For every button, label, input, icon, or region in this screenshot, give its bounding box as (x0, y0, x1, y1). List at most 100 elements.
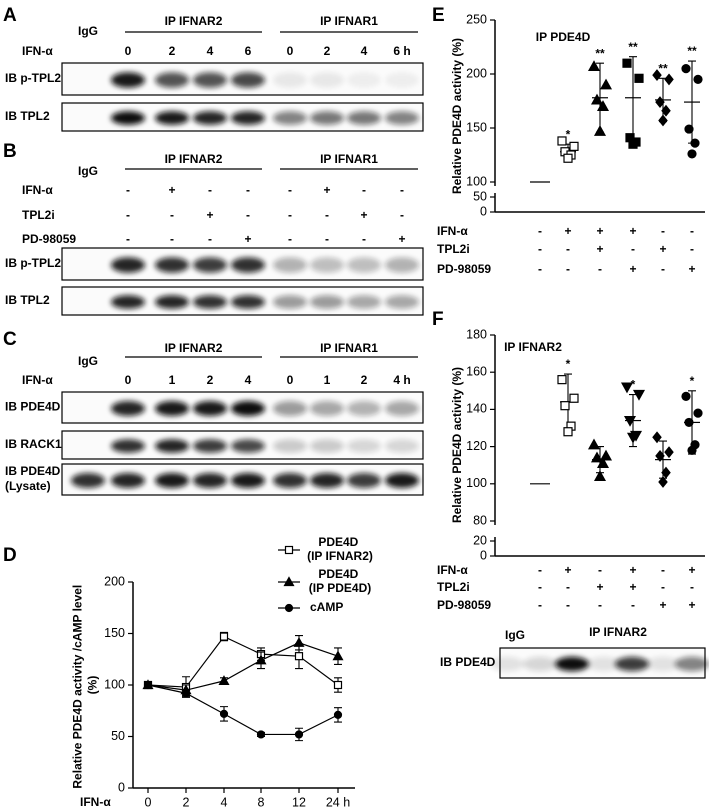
band (111, 295, 145, 309)
marker (684, 417, 694, 428)
marker (599, 78, 613, 90)
blot-row-label: IB PDE4D (440, 655, 496, 669)
band (273, 473, 307, 488)
band (385, 439, 419, 453)
condition-sign: - (538, 563, 542, 577)
legend-marker (284, 603, 294, 613)
marker (634, 73, 644, 83)
marker (219, 632, 229, 641)
condition-sign: - (661, 224, 665, 238)
marker (333, 710, 343, 719)
marker (593, 470, 607, 481)
condition-label: TPL2i (22, 208, 55, 222)
y-tick-label: 250 (466, 12, 487, 26)
condition-sign: - (362, 183, 366, 197)
condition-sign: - (538, 224, 542, 238)
band (193, 72, 227, 88)
band (347, 257, 381, 273)
marker (590, 93, 604, 105)
band (111, 439, 145, 453)
band (231, 111, 265, 125)
condition-sign: - (362, 232, 366, 246)
marker (563, 427, 573, 437)
marker (218, 675, 230, 685)
condition-sign: + (323, 183, 330, 197)
band (347, 295, 381, 309)
marker (626, 432, 640, 444)
condition-sign: - (566, 580, 570, 594)
y-tick-label: 50 (473, 189, 487, 203)
lane-label: 0 (287, 44, 294, 58)
condition-sign: + (398, 232, 405, 246)
band (155, 295, 189, 309)
condition-sign: - (631, 598, 635, 612)
legend-label: PDE4D (IP IFNAR2) (307, 535, 373, 563)
band (310, 473, 344, 488)
y-tick-label: 200 (466, 66, 487, 80)
blot-row-label: IB PDE4D (5, 400, 61, 414)
significance: ** (595, 46, 605, 60)
band (155, 439, 189, 453)
condition-sign: + (564, 563, 571, 577)
marker (658, 114, 668, 127)
condition-sign: - (566, 242, 570, 256)
band (193, 439, 227, 453)
band (231, 401, 265, 416)
control-label: IgG (78, 24, 98, 38)
condition-label: PD-98059 (22, 232, 76, 246)
condition-sign: - (170, 232, 174, 246)
marker (143, 680, 153, 690)
band (155, 111, 189, 125)
band (231, 439, 265, 453)
y-tick-label: 180 (466, 327, 487, 341)
band (155, 401, 189, 416)
band (523, 656, 557, 672)
lane-label: 1 (324, 373, 331, 387)
band (310, 257, 344, 273)
condition-sign: - (661, 563, 665, 577)
marker (652, 69, 662, 82)
group-label: IP IFNAR1 (320, 14, 378, 28)
marker (684, 124, 694, 134)
condition-sign: - (538, 242, 542, 256)
condition-sign: - (170, 208, 174, 222)
y-tick-label: 100 (466, 174, 487, 188)
group-label: IP IFNAR2 (589, 625, 647, 639)
condition-sign: + (688, 598, 695, 612)
marker (687, 149, 697, 159)
marker (256, 730, 266, 739)
band (231, 257, 265, 273)
marker (557, 136, 567, 146)
condition-sign: - (598, 598, 602, 612)
legend-label: cAMP (310, 600, 343, 614)
panel-letter: D (3, 545, 17, 566)
condition-label: PD-98059 (437, 262, 491, 276)
band (273, 111, 307, 125)
panel-letter: E (432, 5, 445, 26)
y-tick-label: 150 (466, 120, 487, 134)
band (111, 257, 145, 273)
blot-row-label: IB TPL2 (5, 293, 50, 307)
band (347, 439, 381, 453)
condition-sign: + (596, 224, 603, 238)
x-tick-label: 2 (183, 795, 190, 809)
y-axis-label: Relative PDE4D activity (%) (450, 38, 464, 194)
condition-sign: + (629, 224, 636, 238)
series-line (147, 642, 339, 691)
band (347, 473, 381, 488)
panel-letter: F (432, 309, 444, 330)
condition-sign: - (538, 598, 542, 612)
treatment-label: IFN-α (22, 373, 53, 387)
lane-label: 6 (245, 44, 252, 58)
condition-sign: - (246, 183, 250, 197)
marker (690, 138, 700, 148)
band (385, 72, 419, 88)
marker (563, 153, 573, 163)
x-tick-label: 4 (221, 795, 228, 809)
marker (557, 375, 567, 385)
band (111, 72, 145, 88)
condition-sign: - (400, 208, 404, 222)
condition-sign: - (631, 242, 635, 256)
marker (628, 139, 638, 149)
significance: ** (658, 61, 668, 75)
